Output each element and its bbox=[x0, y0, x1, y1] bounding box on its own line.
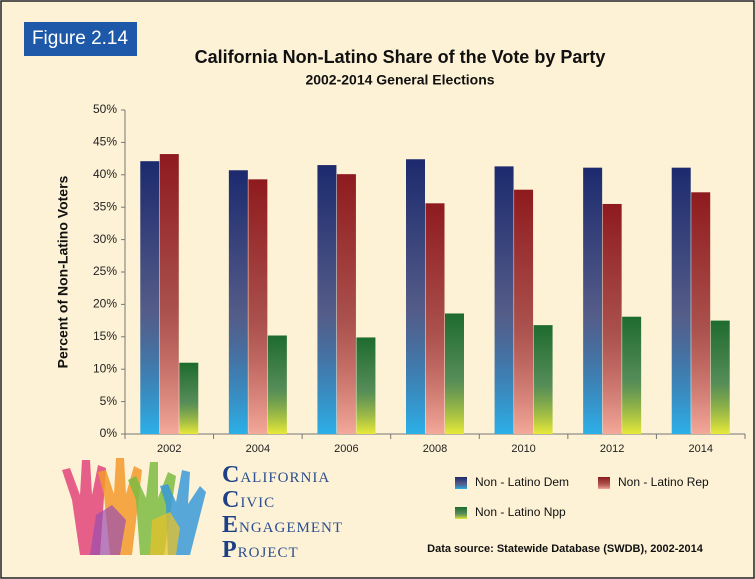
x-tick-label: 2006 bbox=[334, 443, 358, 455]
bar bbox=[691, 192, 711, 434]
logo-text: Project bbox=[222, 537, 299, 563]
bar bbox=[356, 337, 376, 434]
y-tick-label: 45% bbox=[93, 135, 117, 149]
logo-text: California bbox=[222, 462, 331, 488]
legend-label: Non - Latino Npp bbox=[475, 505, 566, 519]
bar bbox=[671, 167, 691, 434]
y-tick-label: 25% bbox=[93, 264, 117, 278]
y-tick-label: 5% bbox=[100, 394, 118, 408]
y-tick-label: 35% bbox=[93, 199, 117, 213]
bar bbox=[494, 166, 514, 434]
bar bbox=[514, 189, 534, 434]
legend-label: Non - Latino Rep bbox=[618, 475, 709, 489]
logo-text: Engagement bbox=[222, 512, 344, 538]
legend-swatch bbox=[455, 477, 467, 489]
x-tick-label: 2008 bbox=[423, 443, 447, 455]
bar bbox=[425, 203, 445, 434]
x-tick-label: 2010 bbox=[511, 443, 535, 455]
bar bbox=[267, 335, 287, 434]
y-tick-label: 30% bbox=[93, 232, 117, 246]
bar bbox=[533, 325, 553, 434]
y-tick-label: 50% bbox=[93, 102, 117, 116]
chart-subtitle: 2002-2014 General Elections bbox=[305, 72, 494, 88]
logo-text: Civic bbox=[222, 487, 276, 513]
legend-label: Non - Latino Dem bbox=[475, 475, 569, 489]
chart-title: California Non-Latino Share of the Vote … bbox=[195, 47, 606, 67]
bar bbox=[228, 170, 248, 434]
x-tick-label: 2002 bbox=[157, 443, 181, 455]
x-tick-label: 2004 bbox=[246, 443, 270, 455]
y-axis-label: Percent of Non-Latino Voters bbox=[55, 175, 71, 368]
figure-label-box bbox=[24, 22, 137, 56]
bar bbox=[602, 203, 622, 434]
y-tick-label: 15% bbox=[93, 329, 117, 343]
source: Data source: Statewide Database (SWDB), … bbox=[427, 543, 704, 555]
legend-swatch bbox=[455, 507, 467, 519]
bar bbox=[622, 316, 642, 434]
bar bbox=[159, 154, 179, 434]
bar bbox=[179, 362, 199, 434]
y-tick-label: 40% bbox=[93, 167, 117, 181]
legend-swatch bbox=[598, 477, 610, 489]
x-tick-label: 2014 bbox=[688, 443, 712, 455]
figure-label: Figure 2.14 bbox=[32, 28, 129, 49]
bar bbox=[445, 313, 464, 434]
bar bbox=[248, 179, 268, 434]
y-tick-label: 10% bbox=[93, 361, 117, 375]
bar bbox=[317, 165, 337, 434]
logo-hands bbox=[62, 458, 206, 555]
bar bbox=[140, 161, 160, 434]
bar bbox=[710, 320, 730, 434]
bar bbox=[406, 159, 425, 435]
bar bbox=[336, 174, 356, 435]
bar bbox=[583, 167, 603, 434]
y-tick-label: 20% bbox=[93, 297, 117, 311]
y-tick-label: 0% bbox=[100, 426, 118, 440]
x-tick-label: 2012 bbox=[600, 443, 624, 455]
